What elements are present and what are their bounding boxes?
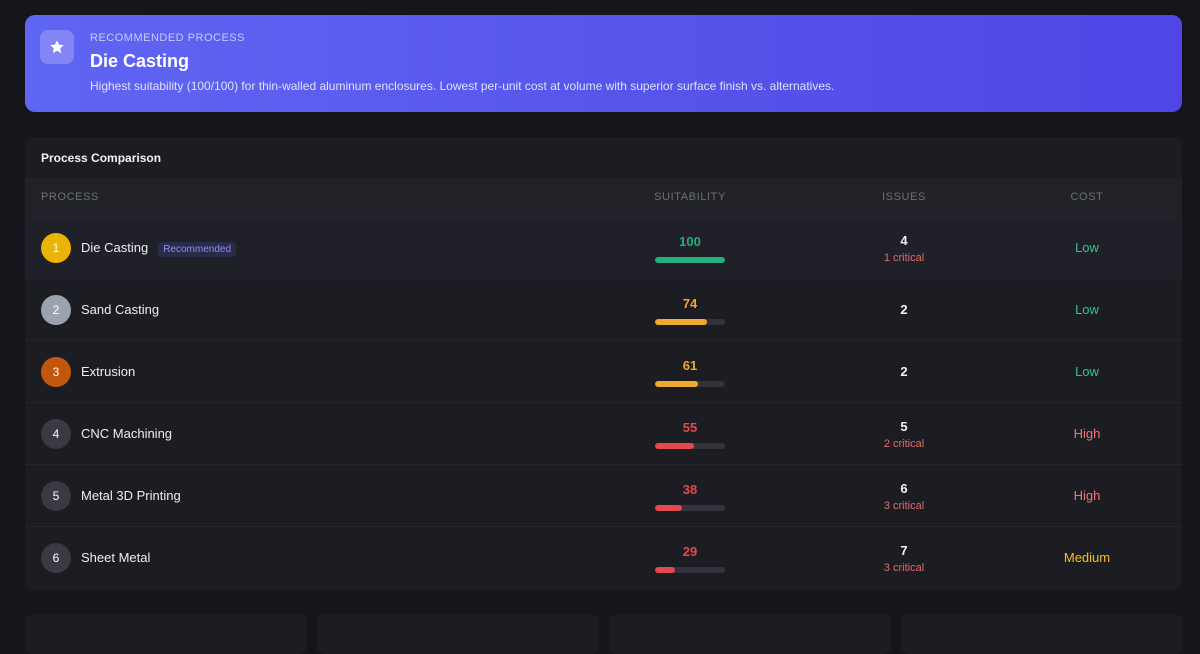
critical-count: 2 critical — [883, 438, 925, 450]
table-row: 4 CNC Machining 55 5 2 critical High — [25, 402, 1182, 465]
recommendation-banner: RECOMMENDED PROCESS Die Casting Highest … — [25, 15, 1182, 112]
star-icon — [40, 30, 74, 64]
suitability-bar — [655, 319, 707, 325]
star — [50, 40, 64, 54]
suitability-track — [655, 381, 725, 387]
table-row: 5 Metal 3D Printing 38 6 3 critical High — [25, 464, 1182, 527]
critical-count: 3 critical — [883, 500, 925, 512]
suitability-score: 74 — [682, 296, 698, 311]
critical-count: 1 critical — [883, 252, 925, 264]
name-text: CNC Machining — [81, 426, 173, 441]
rank-badge: 6 — [41, 543, 71, 573]
name-text: Sand Casting — [81, 302, 160, 317]
process-name: Die Casting Recommended — [81, 240, 237, 257]
cost-level: High — [1073, 488, 1101, 503]
comparison-panel: Process Comparison PROCESS SUITABILITY ISS… — [25, 137, 1182, 590]
column-header: SUITABILITY — [654, 191, 726, 203]
name-text: Metal 3D Printing — [81, 488, 181, 503]
cost-level: High — [1073, 426, 1101, 441]
card — [901, 614, 1183, 654]
issue-count: 6 — [900, 481, 908, 496]
name-text: Sheet Metal — [81, 550, 151, 565]
issue-count: 4 — [900, 233, 908, 248]
process-name: Extrusion — [81, 364, 135, 379]
suitability-score: 61 — [682, 358, 698, 373]
rank-badge: 5 — [41, 481, 71, 511]
banner-label: RECOMMENDED PROCESS — [90, 32, 245, 44]
table-row: 3 Extrusion 61 2 Low — [25, 340, 1182, 403]
banner-title: Die Casting — [90, 51, 190, 71]
suitability-track — [655, 505, 725, 511]
table-row: 6 Sheet Metal 29 7 3 critical Medium — [25, 526, 1182, 589]
issue-count: 2 — [900, 302, 908, 317]
table-header: PROCESS SUITABILITY ISSUES COST — [25, 178, 1182, 216]
name-text: Extrusion — [81, 364, 136, 379]
process-name: Sand Casting — [81, 302, 159, 317]
suitability-track — [655, 319, 725, 325]
page: RECOMMENDED PROCESS Die Casting Highest … — [25, 15, 1182, 590]
rank-badge: 2 — [41, 295, 71, 325]
suitability-bar — [655, 505, 682, 511]
cost-level: Low — [1075, 302, 1099, 317]
banner-description: Highest suitability (100/100) for thin-w… — [90, 79, 835, 93]
rank-badge: 3 — [41, 357, 71, 387]
column-header: ISSUES — [882, 191, 926, 203]
card — [317, 614, 599, 654]
column-header: PROCESS — [41, 191, 99, 203]
suitability-bar — [655, 567, 676, 573]
suitability-score: 29 — [682, 544, 698, 559]
cost-level: Low — [1075, 240, 1099, 255]
rank-badge: 4 — [41, 419, 71, 449]
suitability-track — [655, 443, 725, 449]
table-row: 1 Die Casting Recommended 100 4 1 critical Low — [25, 216, 1182, 279]
process-name: Sheet Metal — [81, 550, 150, 565]
issue-count: 2 — [900, 364, 908, 379]
column-header: COST — [1070, 191, 1104, 203]
issue-count: 5 — [900, 419, 908, 434]
panel-title: Process Comparison — [41, 151, 162, 165]
suitability-track — [655, 257, 725, 263]
issue-count: 7 — [900, 543, 908, 558]
suitability-bar — [655, 257, 725, 263]
table-row: 2 Sand Casting 74 2 Low — [25, 278, 1182, 341]
suitability-track — [655, 567, 725, 573]
card — [25, 614, 307, 654]
process-name: CNC Machining — [81, 426, 172, 441]
suitability-score: 55 — [682, 420, 698, 435]
rank-badge: 1 — [41, 233, 71, 263]
critical-count: 3 critical — [883, 562, 925, 574]
name-text: Die Casting — [81, 240, 149, 255]
card — [609, 614, 891, 654]
suitability-score: 38 — [682, 482, 698, 497]
cost-level: Low — [1075, 364, 1099, 379]
suitability-score: 100 — [679, 234, 701, 249]
recommended-badge: Recommended — [158, 242, 237, 257]
process-name: Metal 3D Printing — [81, 488, 181, 503]
cost-level: Medium — [1063, 550, 1111, 565]
suitability-bar — [655, 381, 698, 387]
suitability-bar — [655, 443, 694, 449]
